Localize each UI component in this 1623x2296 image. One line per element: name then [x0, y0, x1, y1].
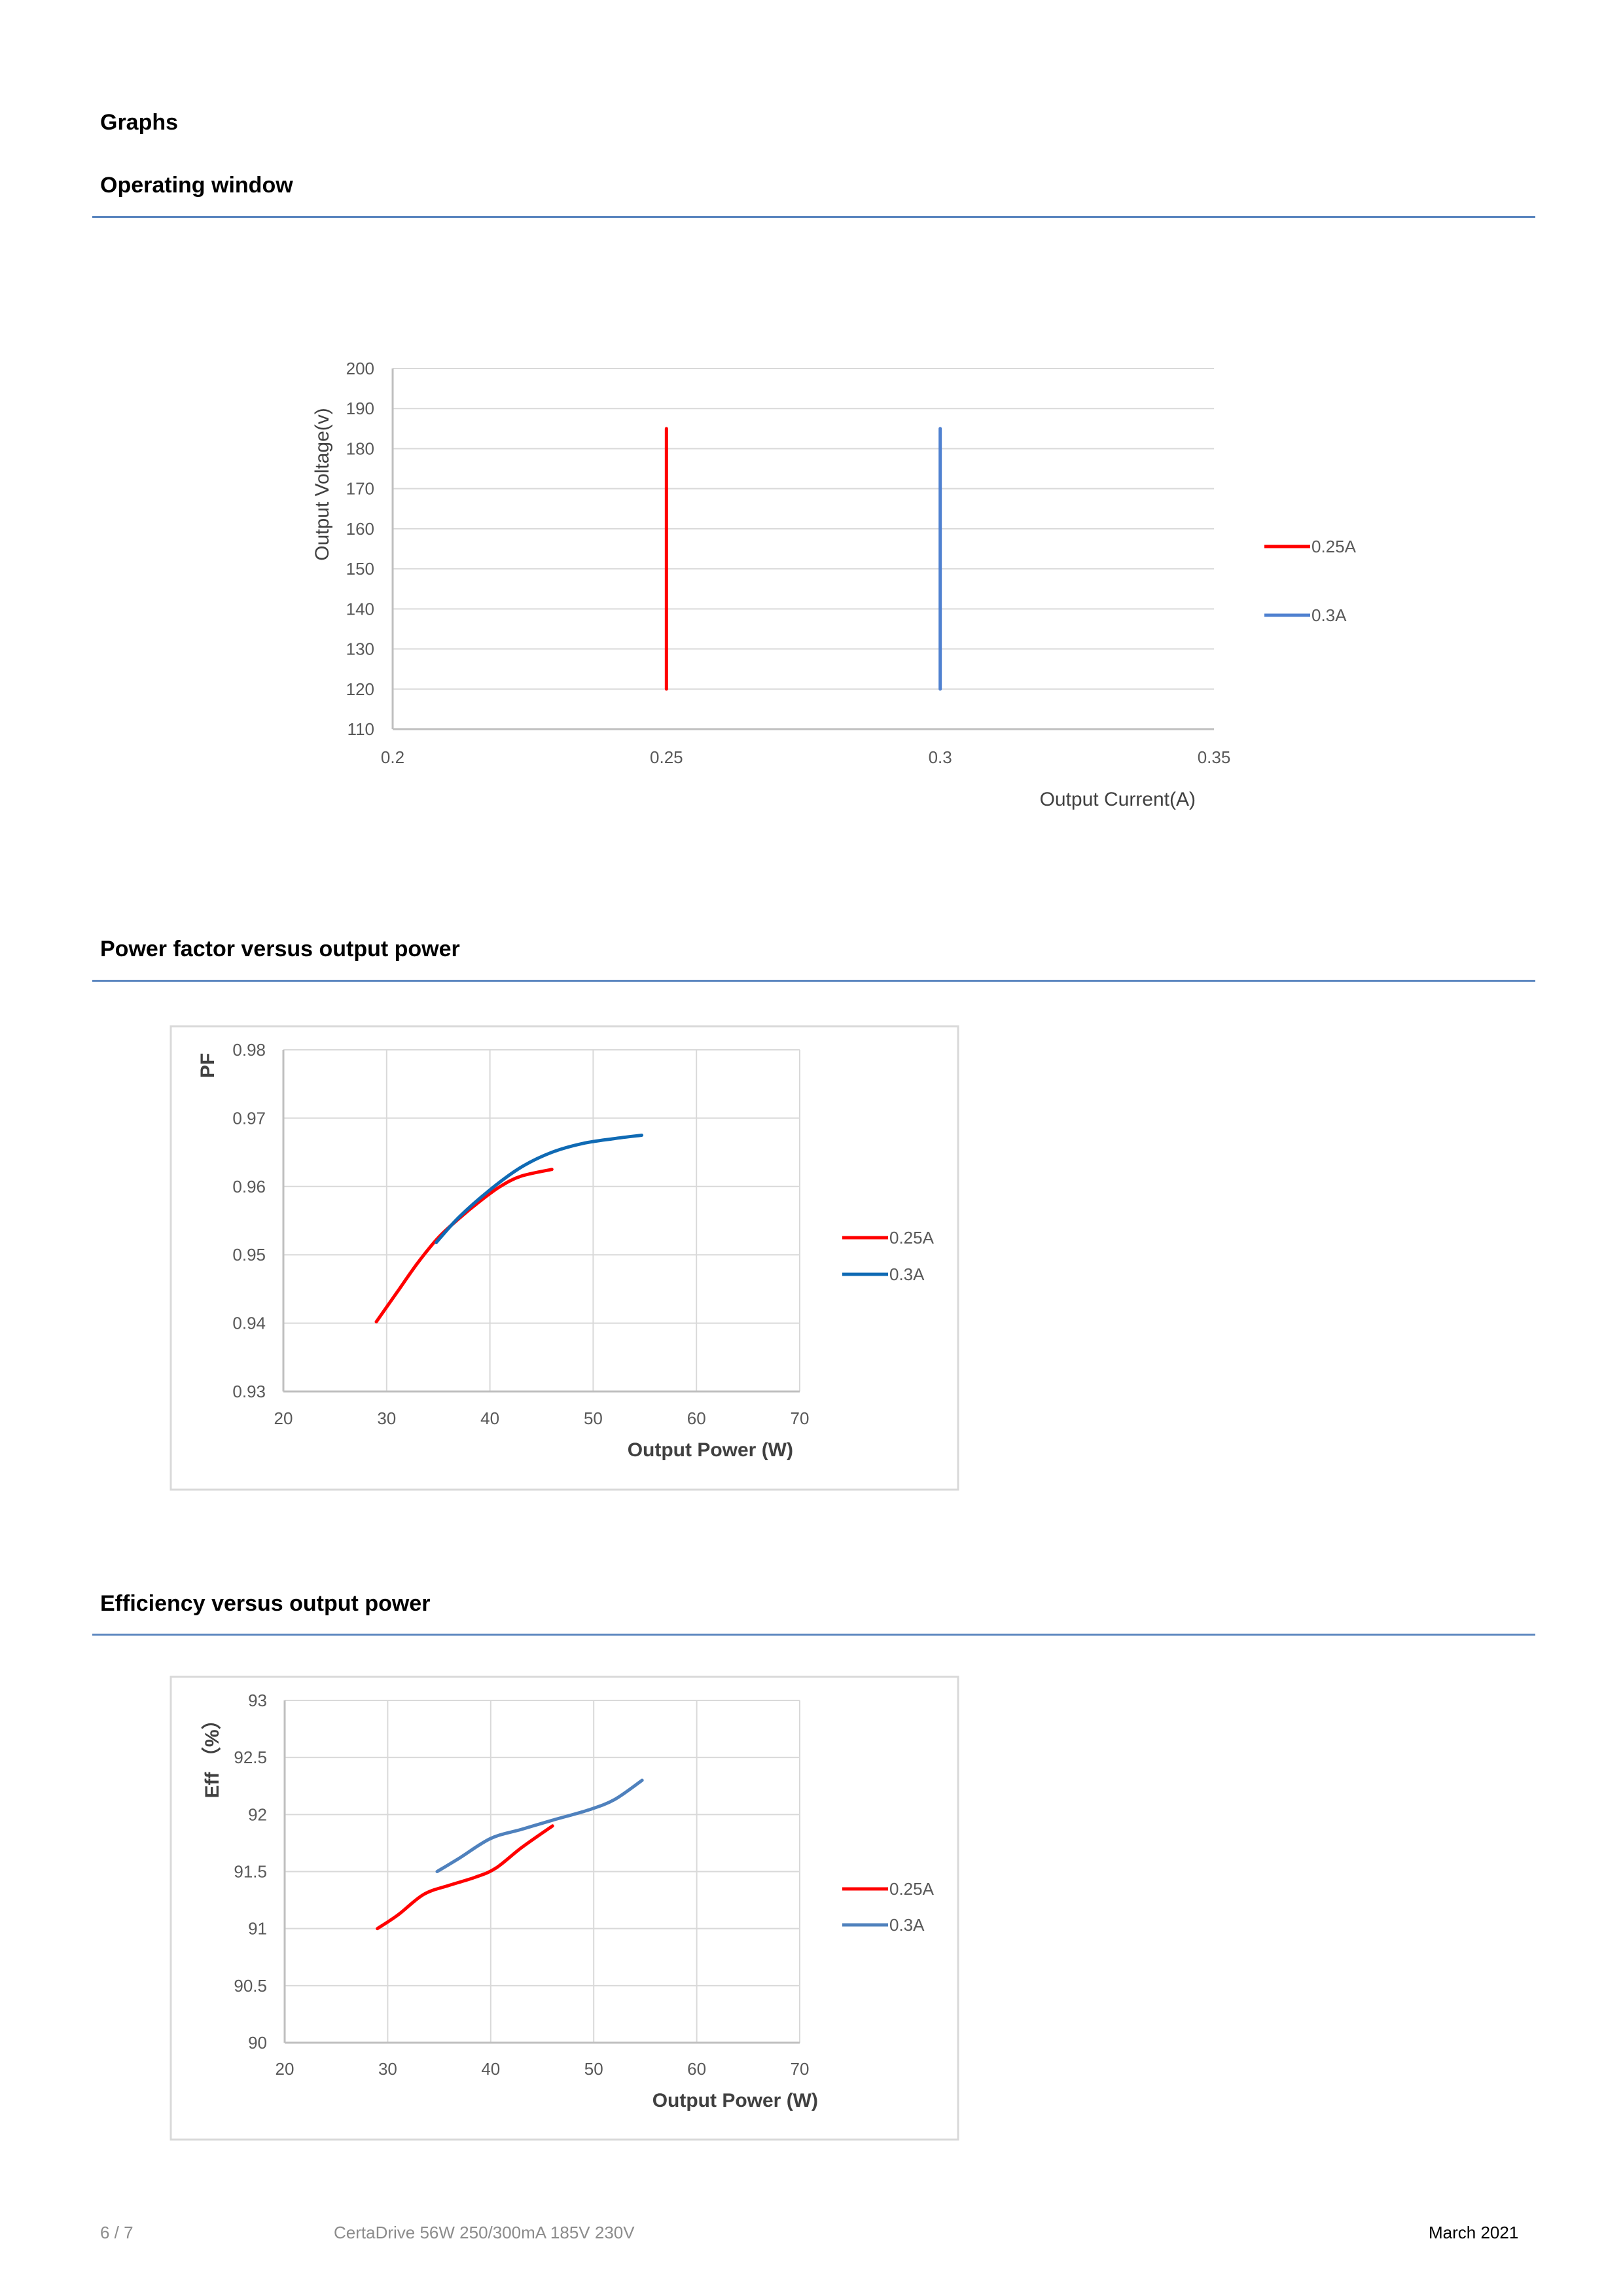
y-tick-label: 0.96	[232, 1177, 266, 1196]
x-tick-label: 50	[584, 2059, 603, 2079]
y-axis-title: Eff （%）	[201, 1710, 223, 1799]
legend-label: 0.3A	[1311, 605, 1347, 625]
legend-label: 0.3A	[889, 1915, 925, 1935]
section-title-power-factor: Power factor versus output power	[100, 937, 460, 961]
x-tick-label: 40	[480, 1408, 499, 1428]
legend-label: 0.25A	[889, 1228, 935, 1247]
y-tick-label: 120	[346, 679, 374, 699]
x-tick-label: 0.3	[929, 747, 952, 767]
series-line-0.25A	[376, 1824, 554, 1931]
y-tick-label: 150	[346, 559, 374, 579]
x-tick-label: 70	[791, 2059, 810, 2079]
x-axis-title: Output Power (W)	[652, 2090, 818, 2111]
y-tick-label: 0.93	[232, 1382, 266, 1401]
x-tick-label: 60	[687, 1408, 706, 1428]
y-tick-label: 0.95	[232, 1245, 266, 1265]
y-tick-label: 160	[346, 519, 374, 539]
series-line-0.3A	[435, 1134, 644, 1244]
y-tick-label: 130	[346, 639, 374, 659]
divider	[92, 980, 1535, 982]
y-tick-label: 90	[248, 2033, 267, 2053]
x-tick-label: 40	[481, 2059, 500, 2079]
y-tick-label: 0.97	[232, 1108, 266, 1128]
chart-frame	[169, 1025, 959, 1491]
y-tick-label: 93	[248, 1691, 267, 1710]
x-tick-label: 30	[377, 1408, 396, 1428]
y-tick-label: 91	[248, 1919, 267, 1939]
section-title-graphs: Graphs	[100, 110, 179, 135]
x-tick-label: 30	[378, 2059, 397, 2079]
x-tick-label: 20	[276, 2059, 294, 2079]
y-axis-title: Output Voltage(v)	[312, 408, 333, 560]
x-tick-label: 0.2	[381, 747, 404, 767]
y-tick-label: 200	[346, 359, 374, 378]
y-tick-label: 180	[346, 439, 374, 458]
y-tick-label: 190	[346, 399, 374, 418]
y-tick-label: 0.98	[232, 1040, 266, 1060]
y-tick-label: 110	[348, 719, 374, 739]
y-axis-title: PF	[197, 1053, 219, 1078]
x-tick-label: 0.35	[1198, 747, 1231, 767]
legend-label: 0.25A	[889, 1879, 935, 1899]
y-tick-label: 91.5	[234, 1862, 267, 1882]
x-tick-label: 20	[274, 1408, 293, 1428]
series-line-0.3A	[435, 1778, 644, 1873]
legend-label: 0.25A	[1311, 537, 1357, 556]
divider	[92, 1634, 1535, 1636]
y-tick-label: 0.94	[232, 1314, 266, 1333]
x-tick-label: 70	[791, 1408, 810, 1428]
x-tick-label: 0.25	[650, 747, 683, 767]
x-axis-title: Output Current(A)	[1040, 789, 1196, 810]
legend-label: 0.3A	[889, 1265, 925, 1284]
x-tick-label: 60	[687, 2059, 706, 2079]
page-number: 6 / 7	[100, 2223, 134, 2242]
y-tick-label: 92	[248, 1804, 267, 1824]
section-title-efficiency: Efficiency versus output power	[100, 1591, 431, 1616]
divider	[92, 216, 1535, 218]
y-tick-label: 140	[346, 599, 374, 619]
document-date: March 2021	[1429, 2223, 1519, 2242]
y-tick-label: 92.5	[234, 1748, 267, 1767]
x-tick-label: 50	[584, 1408, 603, 1428]
chart-frame	[169, 1676, 959, 2141]
x-axis-title: Output Power (W)	[628, 1439, 793, 1461]
y-tick-label: 170	[346, 479, 374, 499]
section-title-operating-window: Operating window	[100, 173, 293, 198]
y-tick-label: 90.5	[234, 1976, 267, 1996]
product-name: CertaDrive 56W 250/300mA 185V 230V	[334, 2223, 635, 2242]
